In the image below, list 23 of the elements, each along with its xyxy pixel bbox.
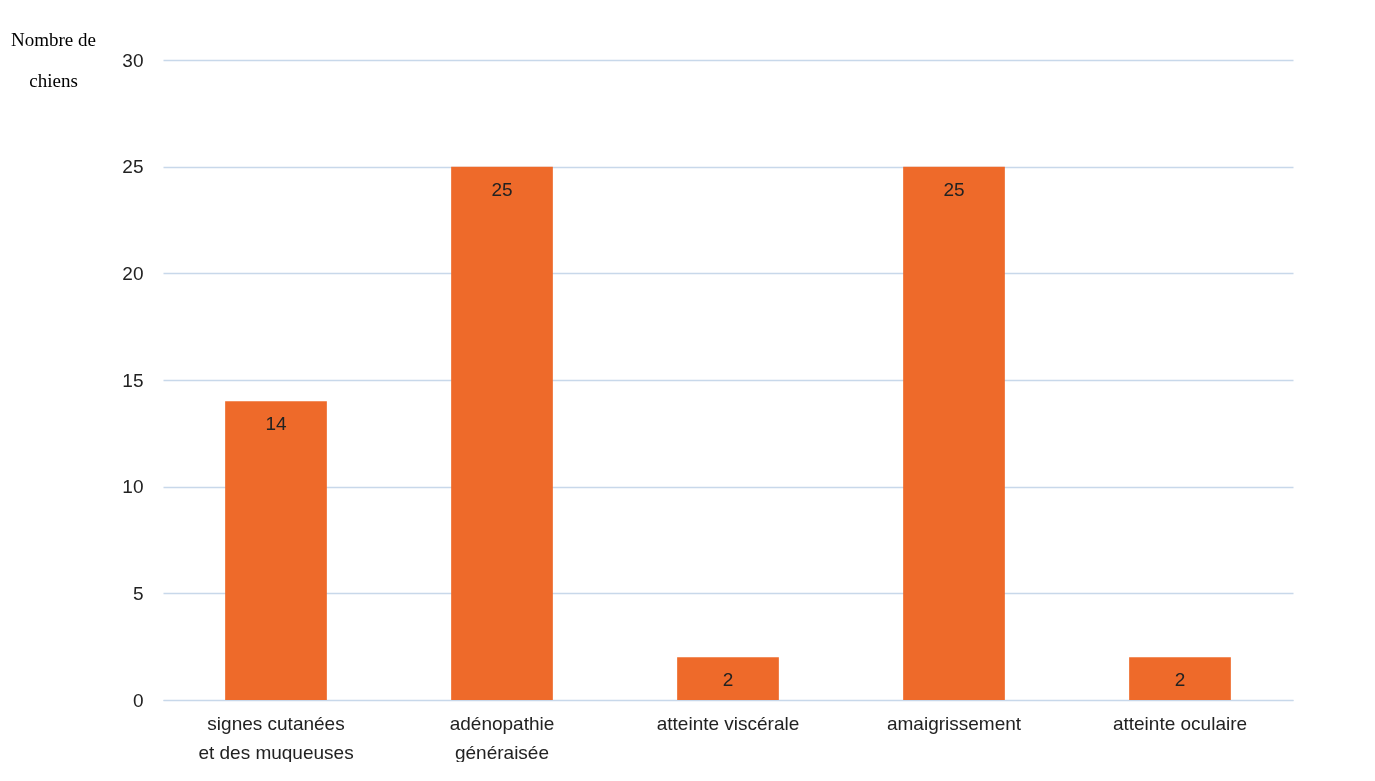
y-tick-label: 25: [122, 156, 144, 178]
bar: [903, 166, 1005, 700]
y-tick-label: 15: [122, 369, 144, 391]
x-tick-label: amaigrissement: [886, 712, 1022, 734]
y-tick-label: 0: [132, 689, 144, 711]
data-label: 2: [1174, 669, 1186, 691]
x-tick-label: signes cutanées et des muqueuses: [198, 712, 354, 763]
y-tick-label: 5: [132, 582, 144, 604]
x-tick-label: atteinte viscérale: [656, 712, 800, 734]
x-tick-label: adénopathie généraisée: [449, 712, 555, 763]
y-axis-title: Nombre de chiens: [11, 28, 96, 91]
data-label: 25: [491, 178, 513, 200]
data-label: 2: [722, 669, 734, 691]
bar: [225, 401, 327, 700]
bar: [451, 166, 553, 700]
y-tick-label: 30: [122, 49, 144, 71]
data-label: 25: [943, 178, 965, 200]
data-label: 14: [265, 413, 287, 435]
y-tick-label: 10: [122, 476, 144, 498]
bar: [1129, 657, 1231, 700]
x-tick-label: atteinte oculaire: [1112, 712, 1248, 734]
y-tick-label: 20: [122, 262, 144, 284]
bar: [677, 657, 779, 700]
